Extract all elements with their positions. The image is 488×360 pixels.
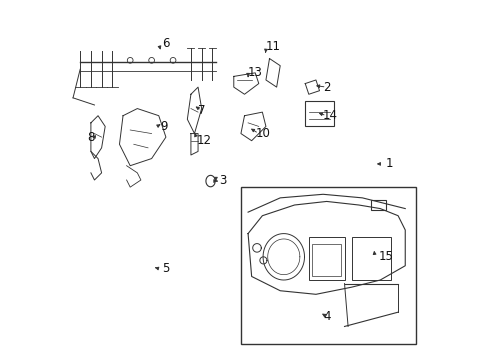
Bar [305,102,333,126]
Text: 4: 4 [323,310,330,323]
Text: 11: 11 [265,40,281,53]
Text: 2: 2 [323,81,330,94]
Text: 9: 9 [160,120,168,133]
Text: 13: 13 [247,66,263,79]
Text: 12: 12 [196,134,211,147]
Bar [370,200,385,210]
Bar [312,244,340,276]
Bar [351,237,390,280]
Text: 6: 6 [162,37,169,50]
Text: 10: 10 [255,127,269,140]
Text: 1: 1 [385,157,392,170]
Bar [241,187,415,344]
Text: 5: 5 [162,262,169,275]
Bar [308,237,344,280]
Text: 3: 3 [219,174,226,187]
Text: 7: 7 [198,104,205,117]
Text: 8: 8 [87,131,95,144]
Text: 15: 15 [378,250,392,263]
Text: 14: 14 [323,109,337,122]
